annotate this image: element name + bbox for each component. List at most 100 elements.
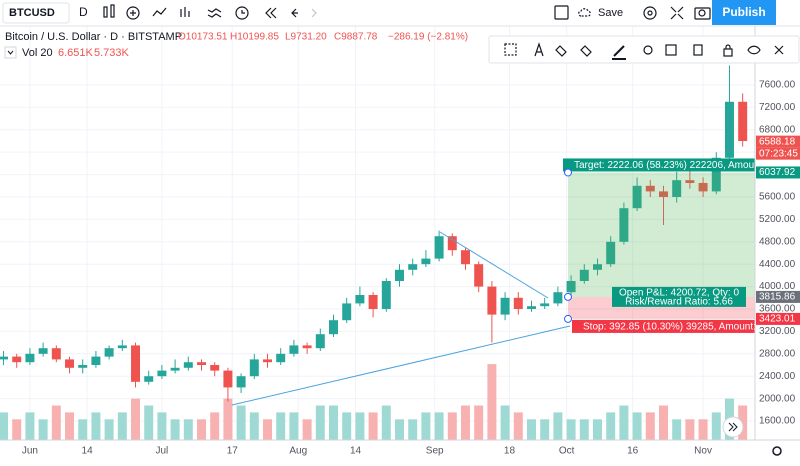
- candle-body: [315, 334, 325, 349]
- symbol-box[interactable]: [2, 2, 70, 24]
- volume-bar: [579, 419, 589, 440]
- volume-bar: [25, 412, 35, 440]
- y-tick-label: 4800.00: [759, 236, 796, 247]
- volume-bar: [65, 412, 75, 440]
- candle-body: [421, 258, 431, 265]
- candle-body: [540, 303, 550, 307]
- volume-bar: [474, 405, 484, 440]
- candle-body: [434, 236, 444, 259]
- y-tick-label: 5600.00: [759, 192, 796, 203]
- pl-box[interactable]: [612, 286, 746, 307]
- trend-line[interactable]: [439, 231, 549, 299]
- symbol[interactable]: BTCUSD: [9, 7, 55, 19]
- profit-zone[interactable]: [568, 172, 755, 297]
- volume-bar: [302, 419, 312, 440]
- legend-title: Bitcoin / U.S. Dollar · D · BITSTAMP: [5, 31, 182, 43]
- candle-body: [183, 362, 193, 368]
- stop-box[interactable]: [572, 319, 755, 333]
- legend-high: H10199.85: [230, 32, 279, 43]
- price-badge: [756, 166, 800, 179]
- volume-bar: [0, 412, 9, 440]
- candle-body: [474, 264, 484, 287]
- volume-bar: [593, 419, 602, 440]
- volume-bar: [395, 419, 404, 440]
- volume-bar: [685, 419, 695, 440]
- drag-handle[interactable]: [564, 314, 572, 323]
- collapse-icon[interactable]: [7, 50, 14, 55]
- collapse-button[interactable]: [4, 46, 17, 59]
- interval[interactable]: D: [79, 5, 88, 19]
- price-badge: [756, 135, 800, 148]
- candle-body: [513, 297, 523, 310]
- publish-button[interactable]: [712, 0, 776, 25]
- volume-bar: [540, 419, 550, 440]
- x-tick-label: 14: [82, 446, 94, 457]
- x-tick-label: Aug: [289, 446, 307, 457]
- candle-body: [461, 250, 470, 265]
- candle-body: [289, 345, 299, 354]
- target-label[interactable]: Target: 2222.06 (58.23%) 222206, Amount:: [574, 160, 765, 171]
- candle-body: [117, 345, 127, 349]
- drawing-tools[interactable]: [504, 42, 784, 60]
- candle-body: [381, 280, 391, 310]
- volume-bar: [249, 412, 259, 440]
- volume-bar: [632, 412, 642, 440]
- volume-bar: [672, 419, 682, 440]
- stop-label[interactable]: Stop: 392.85 (10.30%) 39285, Amount:: [583, 322, 756, 333]
- candle-body: [329, 320, 338, 335]
- volume-bar: [329, 405, 338, 440]
- volume-bar: [289, 412, 299, 440]
- volume-bar: [315, 405, 325, 440]
- axes: 1600.00 2000.00 2400.00 2800.00 3200.00 3600.…: [22, 80, 800, 457]
- candle-body: [658, 191, 668, 197]
- legend-low: L9731.20: [285, 32, 327, 43]
- y-tick-label: 2400.00: [759, 371, 796, 382]
- candle-body: [606, 241, 616, 265]
- pl-label[interactable]: Open P&L: 4200.72, Qty: 0: [619, 288, 740, 299]
- volume-title: Vol 20: [22, 47, 53, 59]
- candle-body: [579, 269, 589, 281]
- drag-handle[interactable]: [564, 292, 572, 301]
- settings-icon[interactable]: [772, 446, 782, 456]
- candle-body: [91, 356, 101, 366]
- candle-body: [38, 348, 48, 354]
- toolbar-icons[interactable]: [103, 4, 711, 20]
- candle-body: [408, 264, 418, 270]
- y-tick-label: 6800.00: [759, 124, 796, 135]
- x-tick-label: 17: [227, 446, 239, 457]
- volume-bar: [263, 419, 272, 440]
- volume-bar: [711, 412, 721, 440]
- candle-body: [51, 348, 61, 360]
- candle-body: [566, 280, 576, 293]
- candle-body: [78, 365, 88, 368]
- y-tick-label: 1600.00: [759, 416, 796, 427]
- x-tick-label: Nov: [694, 446, 712, 457]
- legend-open: O10173.51: [178, 32, 228, 43]
- volume-bar: [500, 405, 510, 440]
- volume-bar: [461, 405, 470, 440]
- candle-body: [25, 353, 35, 363]
- trend-line[interactable]: [231, 325, 571, 406]
- x-tick-label: 14: [350, 446, 362, 457]
- volume-bar: [78, 419, 88, 440]
- candle-body: [197, 362, 206, 366]
- drag-handle[interactable]: [564, 168, 572, 177]
- publish-label[interactable]: Publish: [722, 5, 765, 19]
- volume-bar: [157, 412, 167, 440]
- candle-body: [170, 367, 180, 371]
- rr-label[interactable]: Risk/Reward Ratio: 5.66: [625, 297, 733, 308]
- position-tool[interactable]: Target: 2222.06 (58.23%) 222206, Amount:…: [563, 158, 765, 333]
- scroll-icon[interactable]: [728, 422, 738, 432]
- save-button[interactable]: Save: [598, 7, 623, 19]
- candle-body: [672, 180, 682, 197]
- candle-body: [210, 365, 220, 371]
- volume-bar: [51, 405, 61, 440]
- candle-body: [632, 185, 642, 209]
- price-badge-label: 6037.92: [759, 167, 796, 178]
- candle-body: [368, 294, 378, 310]
- volume-bar: [738, 405, 748, 440]
- volume-bar: [197, 419, 206, 440]
- target-box[interactable]: [563, 158, 755, 172]
- candle-body: [157, 370, 167, 377]
- candle-body: [619, 208, 629, 242]
